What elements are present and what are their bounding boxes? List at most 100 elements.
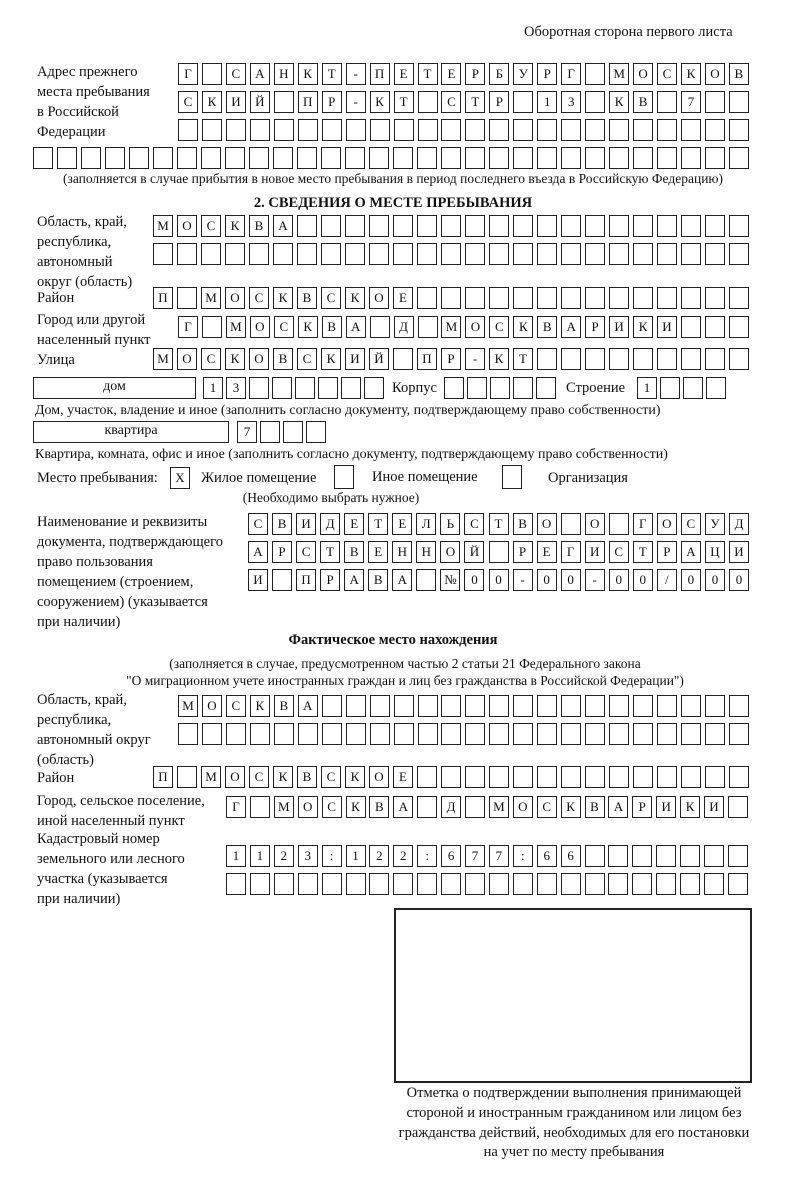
char-cell[interactable] bbox=[609, 723, 630, 745]
char-cell[interactable] bbox=[729, 766, 749, 788]
char-cell[interactable] bbox=[704, 695, 725, 717]
char-cell[interactable] bbox=[681, 287, 701, 309]
char-cell[interactable]: С bbox=[608, 541, 629, 563]
char-cell[interactable]: И bbox=[656, 796, 677, 818]
char-cell[interactable]: К bbox=[321, 348, 341, 370]
char-cell[interactable] bbox=[105, 147, 125, 169]
char-cell[interactable]: В bbox=[633, 91, 654, 113]
char-cell[interactable] bbox=[416, 569, 437, 591]
char-cell[interactable]: К bbox=[609, 91, 630, 113]
char-cell[interactable] bbox=[201, 147, 221, 169]
char-cell[interactable] bbox=[345, 215, 365, 237]
char-cell[interactable]: Л bbox=[416, 513, 437, 535]
char-cell[interactable]: С bbox=[680, 513, 701, 535]
char-cell[interactable] bbox=[393, 243, 413, 265]
char-cell[interactable]: К bbox=[201, 91, 222, 113]
char-cell[interactable] bbox=[249, 377, 269, 399]
char-cell[interactable] bbox=[513, 377, 533, 399]
char-cell[interactable] bbox=[705, 348, 725, 370]
char-cell[interactable] bbox=[225, 119, 246, 141]
char-cell[interactable] bbox=[728, 316, 749, 338]
char-cell[interactable] bbox=[561, 147, 581, 169]
char-cell[interactable]: У bbox=[704, 513, 725, 535]
char-cell[interactable]: С bbox=[249, 766, 269, 788]
char-cell[interactable]: 1 bbox=[249, 845, 270, 867]
char-cell[interactable]: М bbox=[153, 348, 173, 370]
char-cell[interactable] bbox=[369, 873, 390, 895]
char-cell[interactable] bbox=[201, 119, 222, 141]
char-cell[interactable] bbox=[369, 695, 390, 717]
char-cell[interactable] bbox=[441, 243, 461, 265]
char-cell[interactable] bbox=[537, 723, 558, 745]
char-cell[interactable] bbox=[657, 119, 677, 141]
char-cell[interactable] bbox=[321, 695, 342, 717]
char-cell[interactable] bbox=[729, 243, 749, 265]
char-cell[interactable]: С bbox=[441, 91, 462, 113]
char-cell[interactable]: О bbox=[201, 695, 222, 717]
char-cell[interactable]: Й bbox=[464, 541, 485, 563]
char-cell[interactable]: А bbox=[680, 541, 701, 563]
char-cell[interactable] bbox=[177, 147, 197, 169]
char-cell[interactable] bbox=[226, 873, 246, 895]
char-cell[interactable]: Т bbox=[393, 91, 414, 113]
char-cell[interactable]: Н bbox=[416, 541, 437, 563]
char-cell[interactable]: М bbox=[178, 695, 198, 717]
char-cell[interactable] bbox=[417, 723, 438, 745]
char-cell[interactable]: Г bbox=[560, 541, 581, 563]
char-cell[interactable] bbox=[273, 91, 294, 113]
char-cell[interactable] bbox=[129, 147, 149, 169]
char-cell[interactable] bbox=[417, 243, 437, 265]
char-cell[interactable]: И bbox=[609, 316, 630, 338]
char-cell[interactable] bbox=[609, 287, 629, 309]
char-cell[interactable] bbox=[417, 215, 437, 237]
char-cell[interactable] bbox=[489, 766, 509, 788]
char-cell[interactable] bbox=[561, 243, 581, 265]
char-cell[interactable]: Г bbox=[178, 63, 198, 85]
char-cell[interactable] bbox=[393, 215, 413, 237]
char-cell[interactable]: С bbox=[201, 215, 221, 237]
confirmation-stamp-box[interactable] bbox=[394, 908, 752, 1083]
char-cell[interactable]: 2 bbox=[369, 845, 390, 867]
char-cell[interactable]: 0 bbox=[536, 569, 557, 591]
char-cell[interactable] bbox=[657, 215, 677, 237]
char-cell[interactable]: 0 bbox=[488, 569, 509, 591]
char-cell[interactable]: К bbox=[345, 796, 366, 818]
char-cell[interactable]: Р bbox=[465, 63, 486, 85]
char-cell[interactable]: А bbox=[249, 63, 270, 85]
char-cell[interactable]: Т bbox=[513, 348, 533, 370]
char-cell[interactable]: Р bbox=[656, 541, 677, 563]
char-cell[interactable] bbox=[273, 243, 293, 265]
char-cell[interactable] bbox=[609, 147, 629, 169]
char-cell[interactable] bbox=[609, 119, 630, 141]
char-cell[interactable]: 6 bbox=[536, 845, 557, 867]
char-cell[interactable] bbox=[704, 845, 724, 867]
char-cell[interactable] bbox=[512, 873, 533, 895]
char-cell[interactable]: А bbox=[392, 569, 413, 591]
char-cell[interactable] bbox=[728, 119, 749, 141]
char-cell[interactable]: Д bbox=[441, 796, 462, 818]
char-cell[interactable] bbox=[465, 695, 486, 717]
char-cell[interactable] bbox=[561, 287, 581, 309]
char-cell[interactable] bbox=[57, 147, 77, 169]
char-cell[interactable]: Н bbox=[273, 63, 294, 85]
apartment-type-field[interactable]: квартира bbox=[33, 421, 229, 443]
char-cell[interactable]: К bbox=[297, 63, 318, 85]
char-cell[interactable] bbox=[249, 243, 269, 265]
char-cell[interactable] bbox=[417, 796, 438, 818]
char-cell[interactable]: 0 bbox=[704, 569, 725, 591]
char-cell[interactable]: А bbox=[561, 316, 582, 338]
char-cell[interactable] bbox=[680, 873, 701, 895]
char-cell[interactable] bbox=[489, 215, 509, 237]
char-cell[interactable]: М bbox=[201, 766, 221, 788]
char-cell[interactable]: 6 bbox=[560, 845, 581, 867]
char-cell[interactable] bbox=[297, 723, 318, 745]
char-cell[interactable]: А bbox=[297, 695, 318, 717]
char-cell[interactable]: О bbox=[512, 796, 533, 818]
char-cell[interactable]: И bbox=[345, 348, 365, 370]
char-cell[interactable] bbox=[585, 243, 605, 265]
char-cell[interactable]: Е bbox=[441, 63, 462, 85]
char-cell[interactable] bbox=[201, 63, 222, 85]
char-cell[interactable] bbox=[657, 243, 677, 265]
char-cell[interactable]: М bbox=[488, 796, 509, 818]
char-cell[interactable]: Т bbox=[320, 541, 341, 563]
